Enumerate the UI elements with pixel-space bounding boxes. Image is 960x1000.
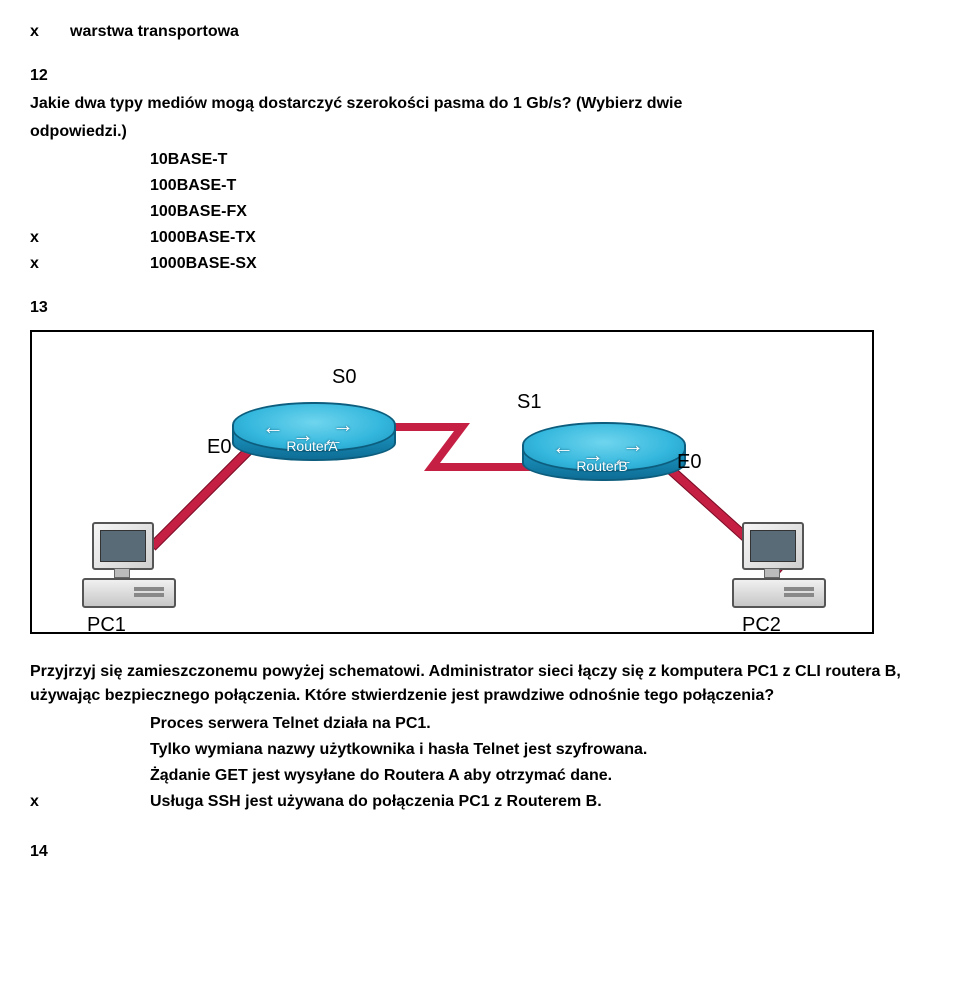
option-label: 100BASE-FX <box>150 200 930 224</box>
pc2-icon <box>732 522 822 612</box>
monitor-icon <box>92 522 154 570</box>
q13-options: Proces serwera Telnet działa na PC1.Tylk… <box>30 712 930 814</box>
option-marker <box>30 200 70 224</box>
monitor-icon <box>742 522 804 570</box>
option-row: Żądanie GET jest wysyłane do Routera A a… <box>30 764 930 788</box>
option-label: Żądanie GET jest wysyłane do Routera A a… <box>150 764 930 788</box>
label-s0: S0 <box>332 362 356 392</box>
option-marker: x <box>30 252 70 276</box>
pc1-icon <box>82 522 172 612</box>
prev-answer-row: x warstwa transportowa <box>30 20 930 44</box>
option-marker: x <box>30 790 70 814</box>
option-row: 100BASE-T <box>30 174 930 198</box>
label-e0-b: E0 <box>677 447 701 477</box>
option-marker <box>30 174 70 198</box>
option-row: Proces serwera Telnet działa na PC1. <box>30 712 930 736</box>
prev-answer-x: x <box>30 20 70 44</box>
q12-number: 12 <box>30 64 930 88</box>
option-row: x Usługa SSH jest używana do połączenia P… <box>30 790 930 814</box>
option-marker <box>30 148 70 172</box>
label-pc2: PC2 <box>742 610 781 640</box>
option-label: 1000BASE-TX <box>150 226 930 250</box>
option-marker <box>30 712 70 736</box>
label-s1: S1 <box>517 387 541 417</box>
q12-text-2: odpowiedzi.) <box>30 120 930 144</box>
network-diagram: ← → → ← RouterA ← → → ← RouterB PC1 PC2 … <box>30 330 874 634</box>
label-e0-a: E0 <box>207 432 231 462</box>
option-row: 100BASE-FX <box>30 200 930 224</box>
router-b-label: RouterB <box>522 456 682 477</box>
pc-base <box>82 578 176 608</box>
option-row: 10BASE-T <box>30 148 930 172</box>
q13-text: Przyjrzyj się zamieszczonemu powyżej sch… <box>30 660 930 708</box>
option-label: 10BASE-T <box>150 148 930 172</box>
option-label: Tylko wymiana nazwy użytkownika i hasła … <box>150 738 930 762</box>
pc-stand <box>764 568 780 578</box>
option-label: Proces serwera Telnet działa na PC1. <box>150 712 930 736</box>
pc-stand <box>114 568 130 578</box>
q12-text-1: Jakie dwa typy mediów mogą dostarczyć sz… <box>30 92 930 116</box>
router-b: ← → → ← RouterB <box>522 422 682 482</box>
label-pc1: PC1 <box>87 610 126 640</box>
q12-options: 10BASE-T100BASE-T100BASE-FXx1000BASE-TXx… <box>30 148 930 276</box>
option-marker: x <box>30 226 70 250</box>
option-label: Usługa SSH jest używana do połączenia PC… <box>150 790 930 814</box>
prev-answer-text: warstwa transportowa <box>70 20 930 44</box>
pc-base <box>732 578 826 608</box>
option-marker <box>30 738 70 762</box>
option-marker <box>30 764 70 788</box>
option-row: x 1000BASE-SX <box>30 252 930 276</box>
router-a: ← → → ← RouterA <box>232 402 392 462</box>
q13-number: 13 <box>30 296 930 320</box>
option-label: 100BASE-T <box>150 174 930 198</box>
q14-number: 14 <box>30 840 930 864</box>
option-row: x 1000BASE-TX <box>30 226 930 250</box>
option-label: 1000BASE-SX <box>150 252 930 276</box>
router-a-label: RouterA <box>232 436 392 457</box>
option-row: Tylko wymiana nazwy użytkownika i hasła … <box>30 738 930 762</box>
